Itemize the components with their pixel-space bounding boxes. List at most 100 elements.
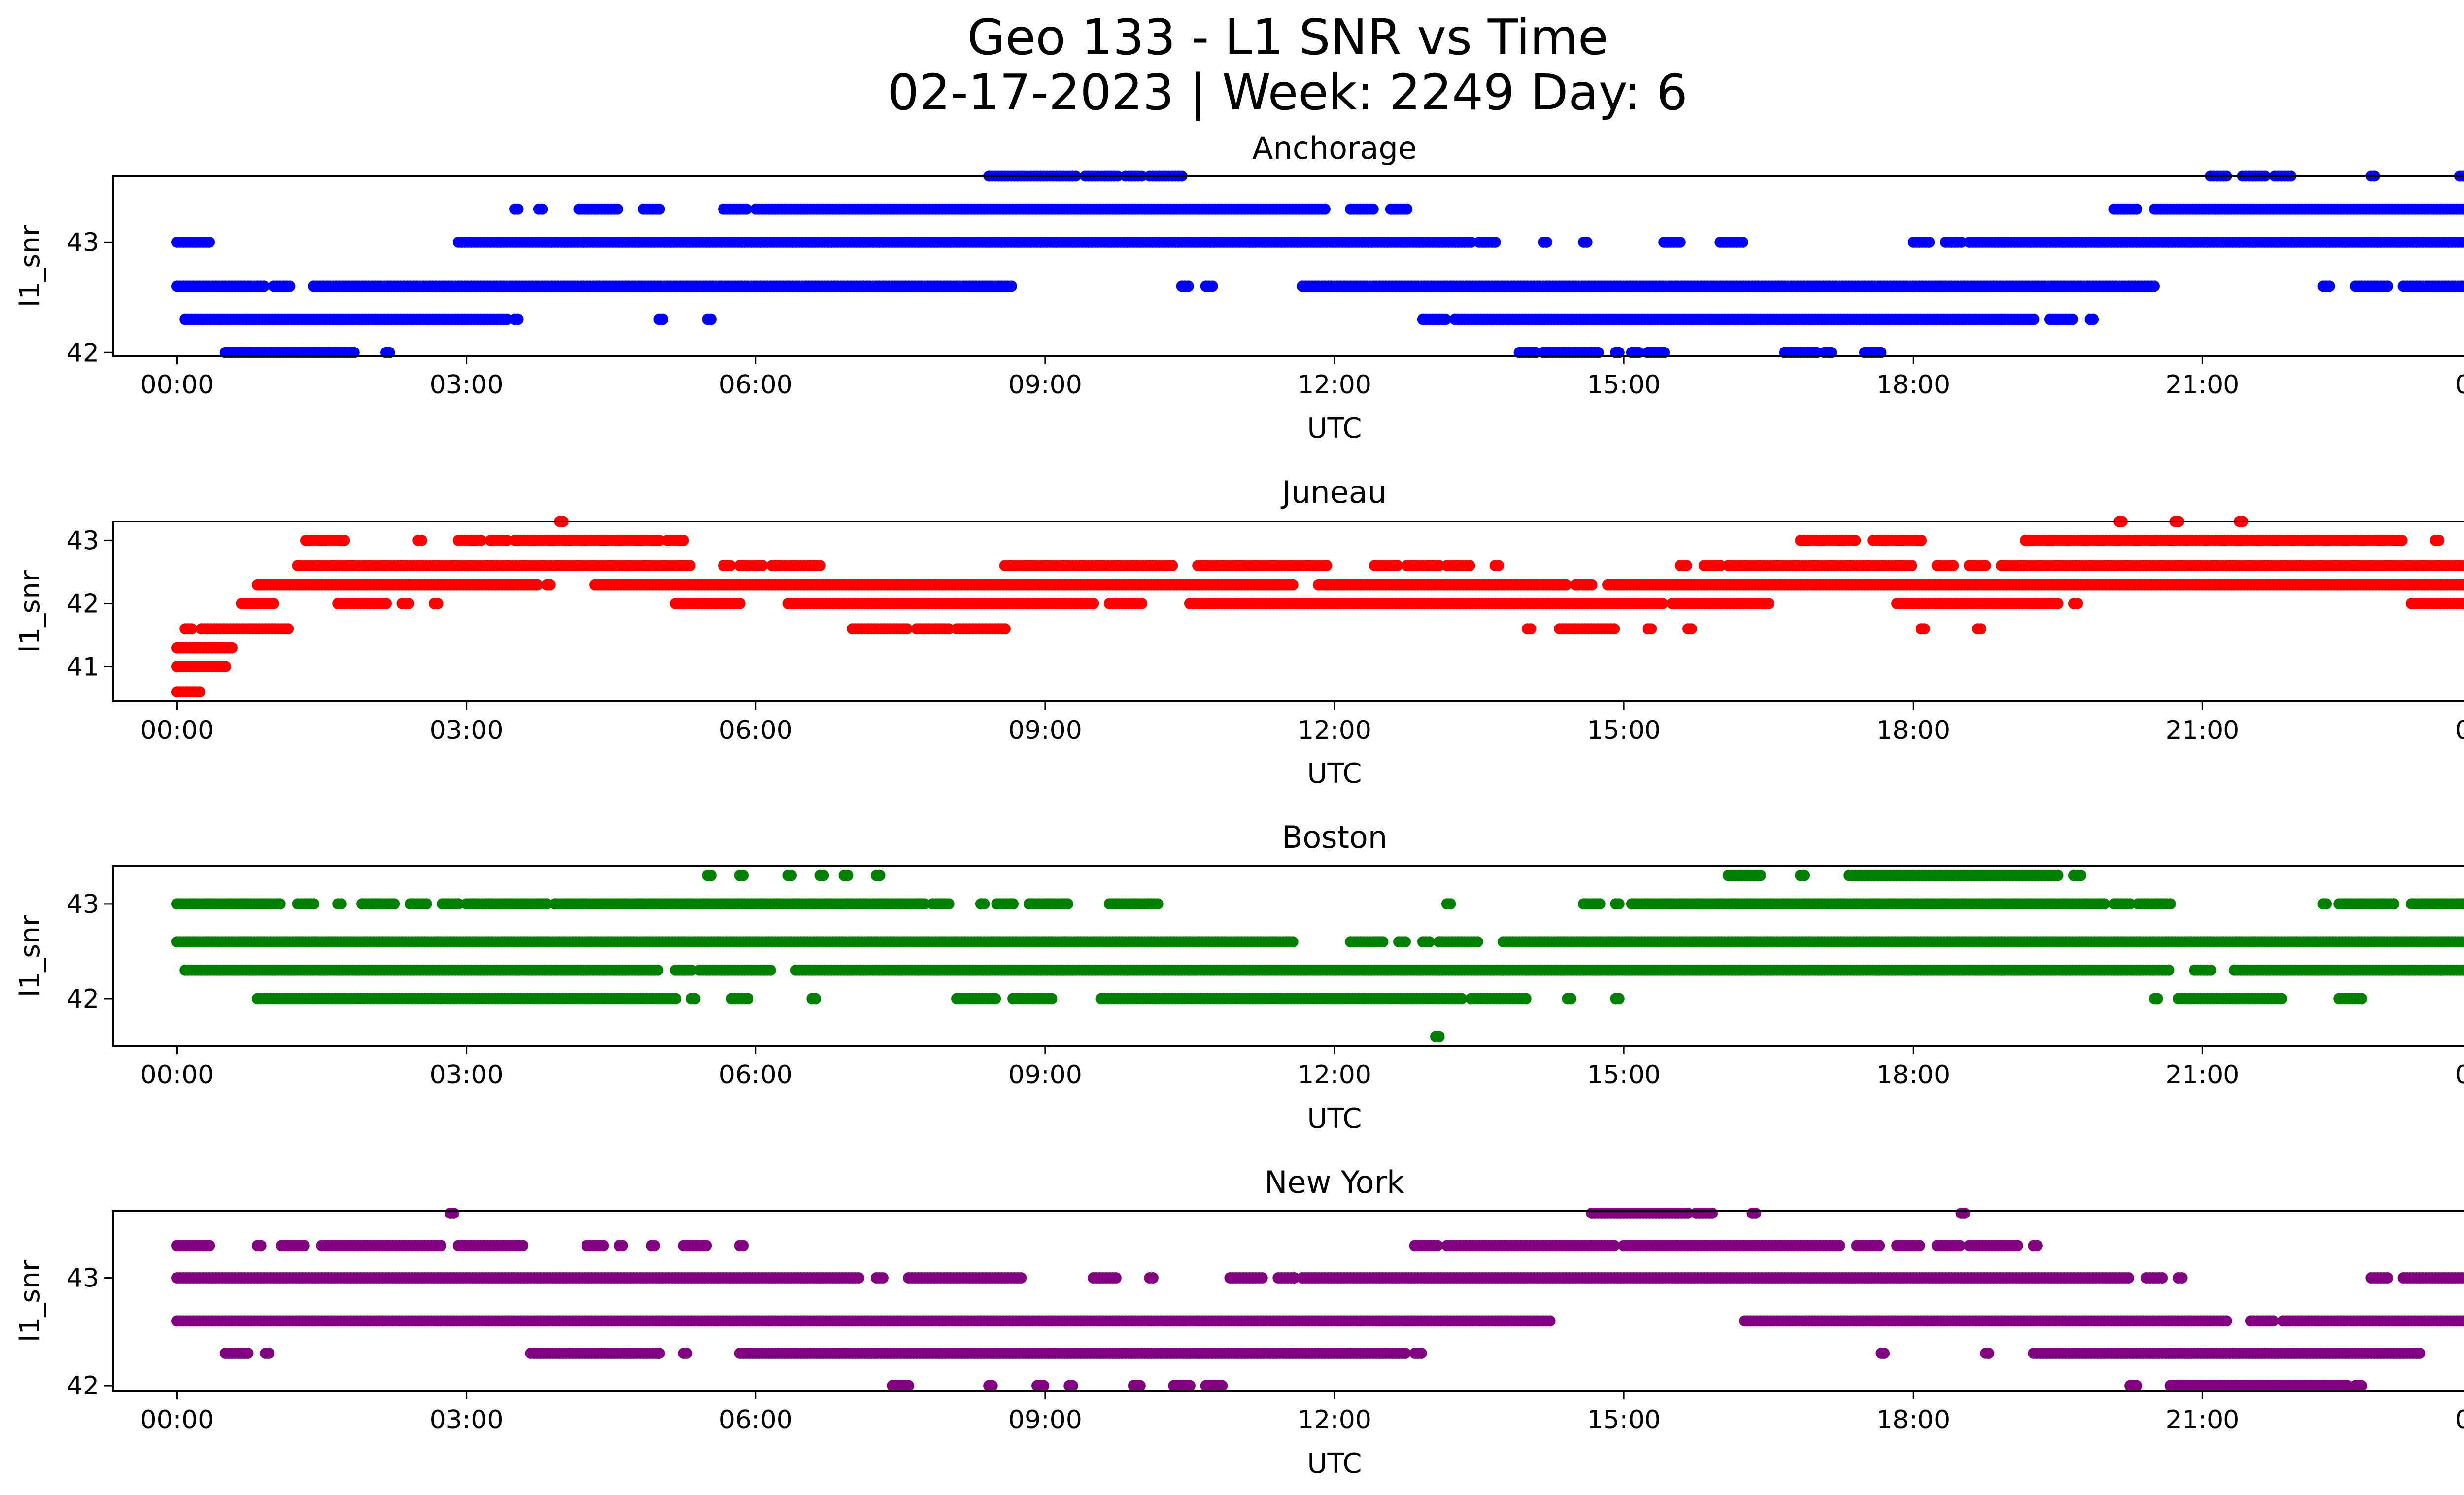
x-axis-label: UTC xyxy=(1307,413,1362,445)
data-point xyxy=(1948,560,1959,572)
axes-frame xyxy=(112,521,2464,702)
scatter-plot xyxy=(171,170,2464,358)
data-point xyxy=(1613,898,1625,910)
data-point xyxy=(308,898,320,910)
series-row xyxy=(292,560,2464,572)
data-point xyxy=(1916,534,1927,546)
data-point xyxy=(1287,936,1299,948)
data-point xyxy=(1062,898,1073,910)
data-point xyxy=(1674,236,1686,248)
data-point xyxy=(2052,869,2064,881)
data-point xyxy=(2071,598,2083,609)
panel-boston: Boston UTC l1_snr 00:00 03:00 06:00 09:00 12… xyxy=(14,819,2464,1135)
x-tick-label: 15:00 xyxy=(1587,716,1661,745)
x-tick-label: 18:00 xyxy=(1876,716,1950,745)
data-point xyxy=(2433,534,2445,546)
data-point xyxy=(2388,898,2400,910)
data-point xyxy=(2462,238,2464,247)
data-point xyxy=(1763,598,1775,609)
x-tick-label: 12:00 xyxy=(1298,370,1371,400)
series-row xyxy=(171,280,2464,292)
data-point xyxy=(1560,579,1572,591)
data-point xyxy=(282,623,294,635)
y-axis-label: l1_snr xyxy=(14,224,46,307)
data-point xyxy=(403,598,414,609)
data-point xyxy=(1136,598,1148,609)
data-point xyxy=(1391,560,1403,572)
data-point xyxy=(536,203,548,215)
data-point xyxy=(258,280,270,292)
data-point xyxy=(1007,898,1019,910)
data-point xyxy=(2460,204,2464,214)
panel-title: Boston xyxy=(1282,819,1387,855)
scatter-plot xyxy=(171,869,2464,1043)
data-point xyxy=(1955,236,1967,248)
data-point xyxy=(2459,236,2464,248)
data-point xyxy=(194,686,205,698)
data-point xyxy=(415,534,427,546)
y-tick-label: 43 xyxy=(67,228,99,257)
x-tick-label: 00:00 xyxy=(2455,370,2464,400)
x-tick-label: 06:00 xyxy=(719,370,793,400)
data-point xyxy=(1685,623,1697,635)
data-point xyxy=(268,598,279,609)
x-tick-label: 00:00 xyxy=(2455,716,2464,745)
data-point xyxy=(705,869,717,881)
data-point xyxy=(335,898,347,910)
data-point xyxy=(1525,623,1537,635)
data-point xyxy=(1980,560,1991,572)
data-point xyxy=(734,598,746,609)
x-tick-label: 03:00 xyxy=(430,370,504,400)
x-tick-label: 06:00 xyxy=(719,716,793,745)
x-tick-label: 15:00 xyxy=(1587,370,1661,400)
data-point xyxy=(2321,898,2332,910)
data-point xyxy=(1287,579,1299,591)
data-point xyxy=(226,642,238,654)
data-point xyxy=(756,560,768,572)
data-point xyxy=(1182,280,1194,292)
data-point xyxy=(1489,236,1501,248)
figure-title-line-2: 02-17-2023 | Week: 2249 Day: 6 xyxy=(888,64,1687,121)
data-point xyxy=(1586,579,1598,591)
data-point xyxy=(2098,898,2110,910)
data-point xyxy=(512,203,524,215)
data-point xyxy=(1166,560,1178,572)
data-point xyxy=(724,560,736,572)
data-point xyxy=(1319,203,1331,215)
data-point xyxy=(1798,869,1810,881)
series-row xyxy=(509,203,2464,215)
data-point xyxy=(219,661,231,673)
data-point xyxy=(842,869,854,881)
data-point xyxy=(1906,560,1917,572)
data-point xyxy=(339,534,350,546)
x-tick-label: 18:00 xyxy=(1876,370,1950,400)
data-point xyxy=(2396,534,2408,546)
data-point xyxy=(1541,236,1553,248)
y-axis-label: l1_snr xyxy=(14,570,46,653)
x-axis-label: UTC xyxy=(1307,758,1362,790)
data-point xyxy=(186,623,198,635)
panel-juneau: Juneau UTC l1_snr 00:00 03:00 06:00 09:00 12… xyxy=(14,474,2464,790)
panel-title: Anchorage xyxy=(1252,130,1417,166)
data-point xyxy=(2131,203,2143,215)
series-row xyxy=(171,936,2464,948)
data-point xyxy=(740,203,752,215)
data-point xyxy=(1754,869,1766,881)
series-row xyxy=(252,579,2464,591)
data-point xyxy=(1680,560,1692,572)
data-point xyxy=(204,236,215,248)
data-point xyxy=(786,869,797,881)
data-point xyxy=(1005,280,1017,292)
x-tick-label: 21:00 xyxy=(2165,370,2239,400)
series-row xyxy=(983,170,2464,182)
data-point xyxy=(818,869,829,881)
data-point xyxy=(2382,280,2393,292)
data-point xyxy=(1608,623,1620,635)
series-row xyxy=(702,869,2086,881)
data-point xyxy=(380,598,392,609)
data-point xyxy=(1400,936,1411,948)
series-row xyxy=(300,534,2445,546)
data-point xyxy=(2066,313,2078,325)
data-point xyxy=(512,313,524,325)
